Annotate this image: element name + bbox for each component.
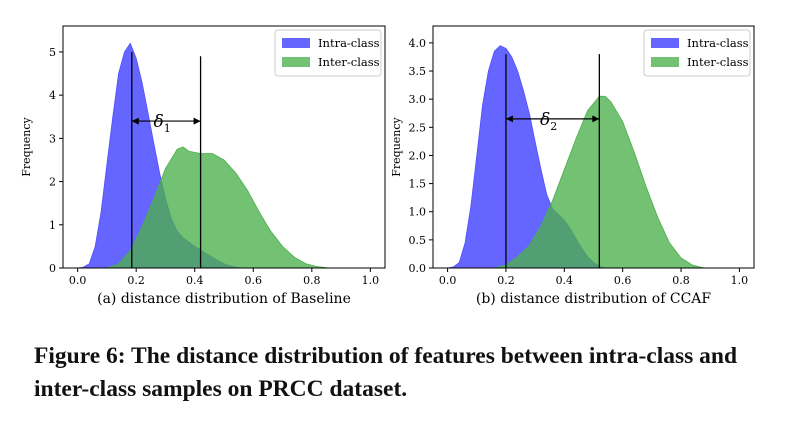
y-tick-label: 1 (49, 219, 56, 232)
x-tick-label: 0.2 (127, 274, 145, 287)
x-tick-label: 0.0 (69, 274, 87, 287)
y-tick-label: 2.5 (409, 121, 427, 134)
y-tick-label: 3.5 (409, 65, 427, 78)
y-tick-label: 2.0 (409, 149, 427, 162)
y-tick-label: 5 (49, 46, 56, 59)
x-tick-label: 0.4 (186, 274, 204, 287)
legend-swatch (651, 57, 679, 67)
legend-swatch (651, 38, 679, 48)
arrow-head-right (592, 115, 600, 123)
y-axis-label: Frequency (20, 116, 33, 176)
y-tick-label: 3 (49, 132, 56, 145)
axes-frame (432, 25, 755, 269)
y-tick-label: 0 (49, 262, 56, 275)
legend: Intra-class Inter-class (274, 29, 382, 77)
chart-panel-2: δ2 0.0 0.2 0.4 0.6 0.8 1.0 0.0 0.5 1.0 1.5 2.0 2.5 3.… (390, 25, 755, 307)
axes-frame (62, 25, 386, 269)
y-tick-label: 1.0 (409, 206, 427, 219)
legend-swatch (282, 38, 310, 48)
x-tick-label: 0.0 (439, 274, 457, 287)
arrow-head-right (193, 117, 201, 125)
y-tick-label: 0.5 (409, 234, 427, 247)
x-tick-label: 0.4 (556, 274, 574, 287)
y-tick-label: 1.5 (409, 178, 427, 191)
legend: Intra-class Inter-class (643, 29, 751, 77)
x-tick-label: 0.8 (303, 274, 321, 287)
x-tick-label: 0.8 (672, 274, 690, 287)
legend-label: Intra-class (318, 36, 380, 50)
arrow-head-left (131, 117, 139, 125)
x-tick-label: 0.6 (245, 274, 263, 287)
plot-area (447, 45, 705, 268)
x-tick-label: 0.6 (614, 274, 632, 287)
y-axis-label: Frequency (390, 116, 403, 176)
legend-label: Intra-class (687, 36, 749, 50)
x-tick-label: 0.2 (497, 274, 515, 287)
panel-subtitle: (a) distance distribution of Baseline (97, 291, 351, 307)
y-tick-label: 0.0 (409, 262, 427, 275)
x-tick-label: 1.0 (731, 274, 749, 287)
y-tick-label: 4.0 (409, 37, 427, 50)
y-tick-label: 3.0 (409, 93, 427, 106)
plot-area (77, 42, 330, 268)
legend-label: Inter-class (318, 55, 380, 69)
x-tick-label: 1.0 (362, 274, 380, 287)
figure-caption: Figure 6: The distance distribution of f… (34, 343, 738, 402)
chart-panel-1: δ1 0.0 0.2 0.4 0.6 0.8 1.0 0 1 2 3 4 5 Frequency (a) d… (20, 25, 386, 307)
legend-label: Inter-class (687, 55, 749, 69)
delta-label: δ1 (154, 112, 171, 135)
y-tick-label: 4 (49, 89, 56, 102)
delta-label: δ2 (540, 110, 557, 133)
panel-subtitle: (b) distance distribution of CCAF (476, 291, 712, 307)
legend-swatch (282, 57, 310, 67)
series-inter-class-area (106, 146, 330, 268)
arrow-head-left (505, 115, 513, 123)
y-tick-label: 2 (49, 176, 56, 189)
